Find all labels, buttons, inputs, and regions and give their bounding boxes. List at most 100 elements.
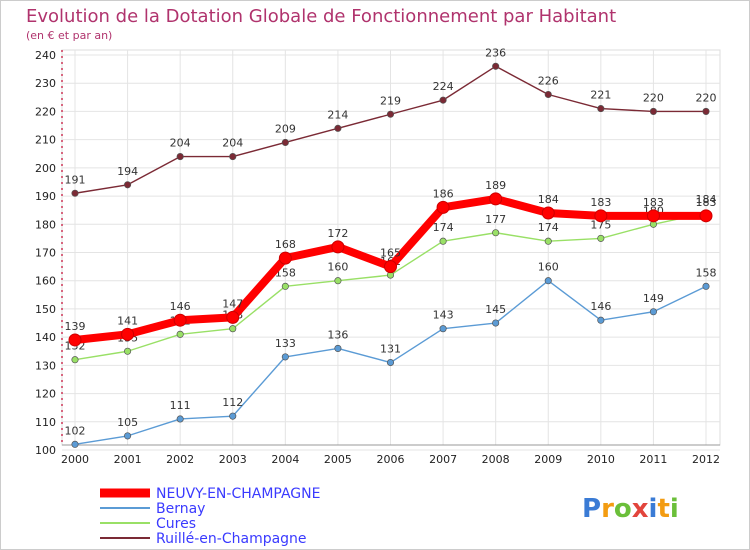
data-point [71,356,79,364]
plot-area: 100 110 120 130 140 150 160 170 180 190 200 210 220 2… [35,46,721,466]
data-point [702,107,710,115]
data-label: 145 [485,303,506,316]
data-label: 226 [538,75,559,88]
data-label: 112 [222,396,243,409]
x-tick-label: 2005 [324,453,352,466]
data-point [124,347,132,355]
y-tick-label: 160 [35,275,56,288]
data-point [597,234,605,242]
y-tick-label: 230 [35,77,56,90]
data-label: 236 [485,46,506,59]
y-tick-label: 140 [35,331,56,344]
data-point [331,240,345,254]
data-point [646,209,660,223]
data-label: 191 [65,173,86,186]
data-point [124,181,132,189]
y-tick-label: 240 [35,49,56,62]
y-tick-label: 190 [35,190,56,203]
y-tick-label: 220 [35,105,56,118]
data-point [176,153,184,161]
data-point [121,327,135,341]
data-label: 174 [538,221,559,234]
data-label: 204 [170,137,191,150]
data-label: 177 [485,213,506,226]
chart-subtitle: (en € et par an) [26,29,112,42]
y-tick-label: 130 [35,359,56,372]
y-tick-label: 210 [35,134,56,147]
legend-label: Cures [156,516,196,532]
legend-label: Bernay [156,501,205,517]
data-point [229,325,237,333]
chart-title: Evolution de la Dotation Globale de Fonc… [26,6,616,27]
data-point [71,189,79,197]
data-point [176,415,184,423]
data-point [334,277,342,285]
data-label: 146 [170,300,191,313]
data-label: 214 [327,108,348,121]
y-tick-label: 170 [35,247,56,260]
x-tick-label: 2003 [219,453,247,466]
data-label: 165 [380,247,401,260]
data-point [281,353,289,361]
data-point [489,192,503,206]
data-label: 111 [170,399,191,412]
proxiti-logo: Proxiti [582,494,679,524]
data-label: 131 [380,343,401,356]
data-point [544,237,552,245]
data-label: 102 [65,424,86,437]
data-point [281,282,289,290]
data-label: 143 [433,309,454,322]
data-point [492,319,500,327]
data-point [229,153,237,161]
data-label: 194 [117,165,138,178]
x-tick-label: 2002 [166,453,194,466]
data-point [386,358,395,367]
y-tick-label: 150 [35,303,56,316]
x-tick-label: 2004 [271,453,299,466]
data-label: 147 [222,297,243,310]
data-label: 219 [380,94,401,107]
series-Ruillé-en-Champagne: 191 194 204 204 209 214 219 224 236 226 221 220 220 [65,46,717,197]
data-point [544,277,552,285]
data-point [436,200,450,214]
data-label: 175 [590,218,611,231]
data-label: 183 [696,196,717,209]
data-point [173,313,187,327]
data-point [597,316,605,324]
data-point [699,209,713,223]
data-label: 184 [538,193,559,206]
data-label: 136 [327,328,348,341]
data-point [386,110,395,118]
data-point [439,96,447,104]
data-point [384,260,397,274]
data-label: 133 [275,337,296,350]
legend-label: NEUVY-EN-CHAMPAGNE [156,486,320,502]
data-label: 160 [538,261,559,274]
data-label: 172 [327,227,348,240]
data-label: 189 [485,179,506,192]
y-tick-label: 120 [35,388,56,401]
data-label: 184 [696,193,717,206]
data-point [649,107,657,115]
data-point [541,206,555,220]
data-point [439,325,447,333]
data-point [594,209,608,223]
x-tick-label: 2009 [534,453,562,466]
data-label: 158 [696,266,717,279]
x-tick-label: 2000 [61,453,89,466]
data-point [597,105,605,113]
x-tick-label: 2010 [587,453,615,466]
data-label: 146 [590,300,611,313]
data-point [544,90,552,99]
data-label: 209 [275,122,296,135]
data-point [492,229,500,237]
data-label: 139 [65,320,86,333]
x-tick-label: 2007 [429,453,457,466]
data-point [176,330,184,338]
y-tick-label: 110 [35,416,56,429]
data-label: 221 [590,89,611,102]
y-tick-label: 180 [35,218,56,231]
data-point [281,138,289,147]
